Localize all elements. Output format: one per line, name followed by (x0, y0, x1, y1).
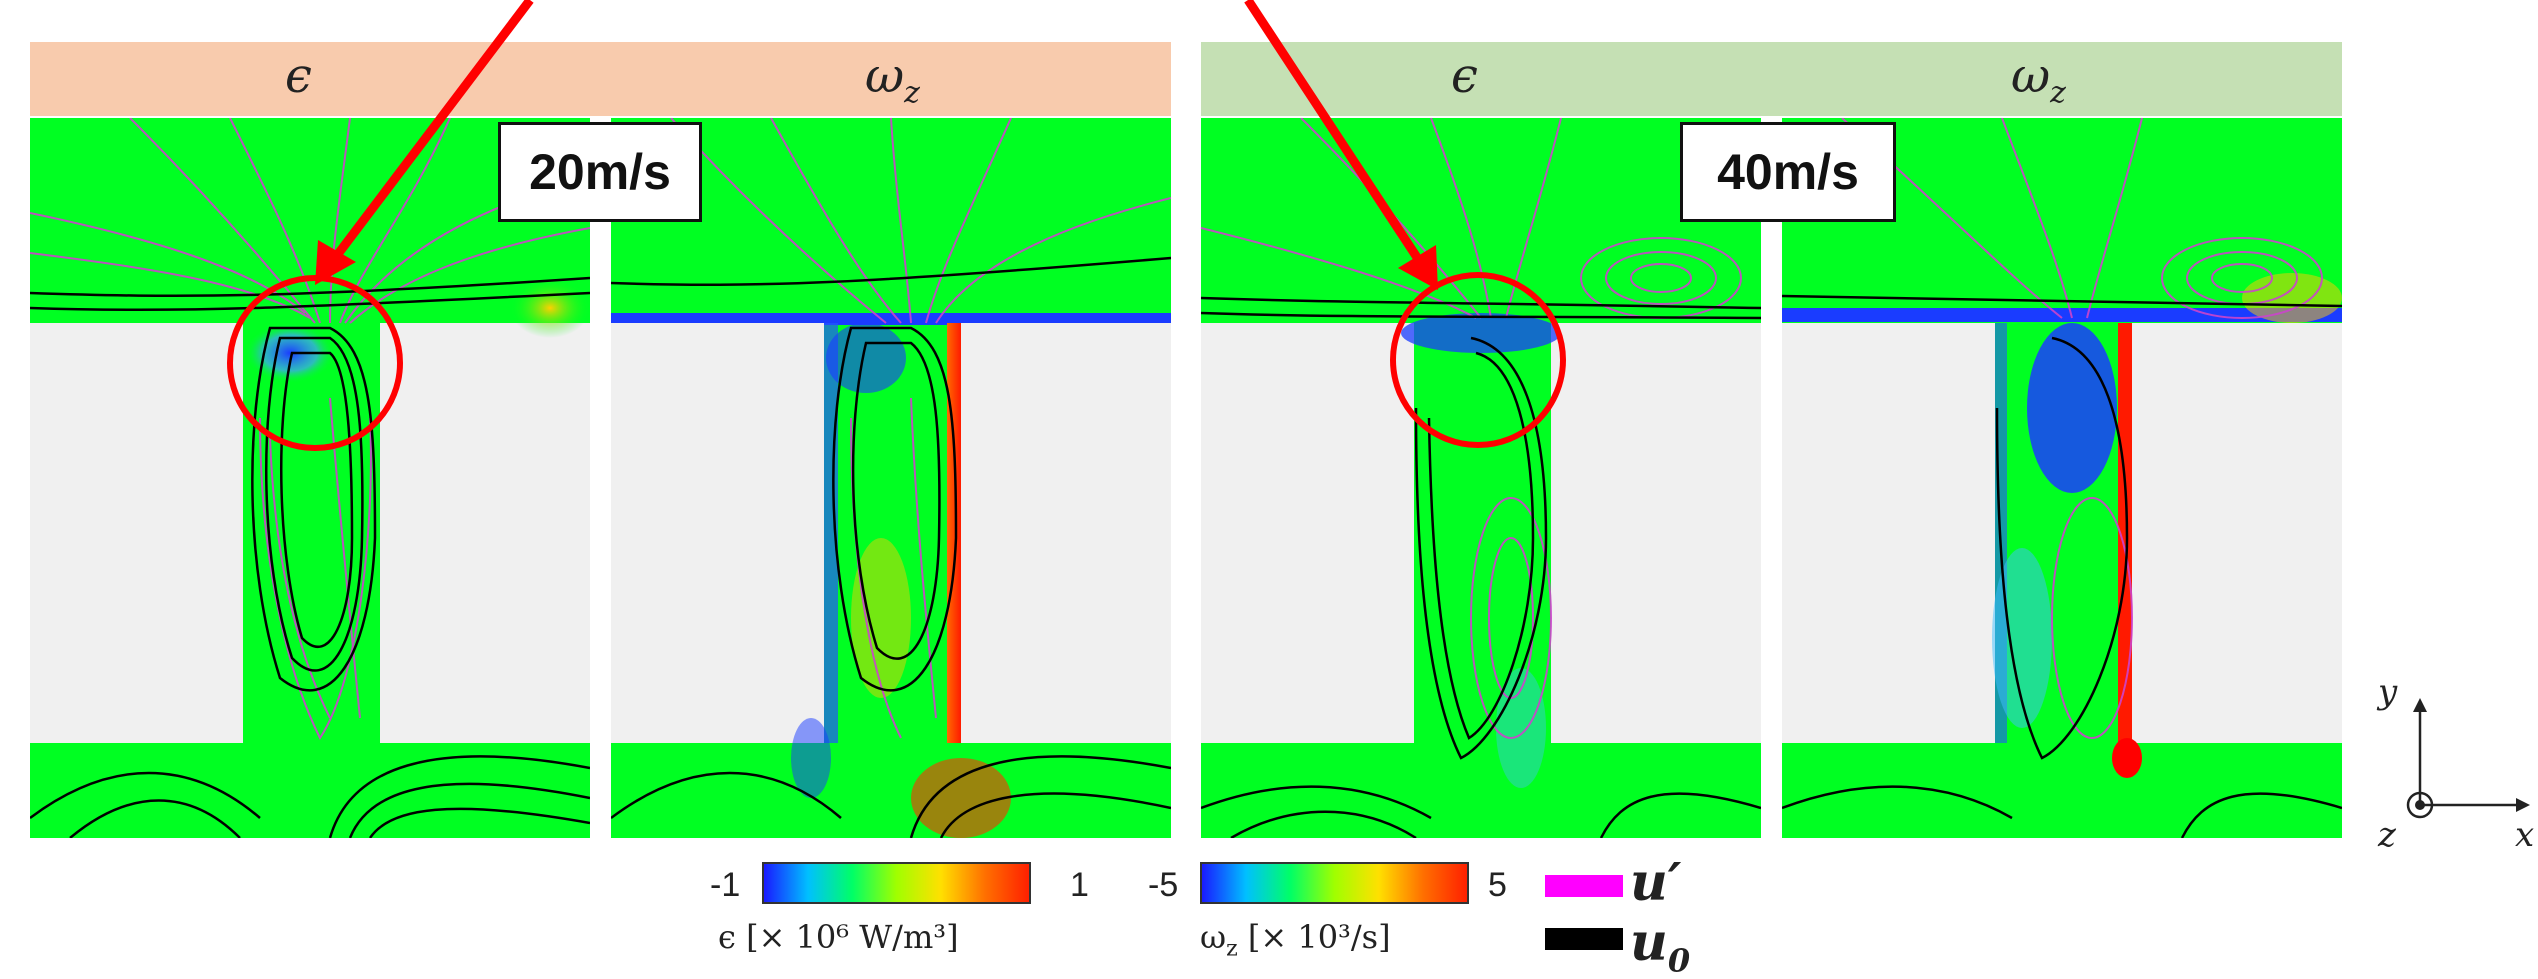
field-plot-eps-20ms (30, 118, 590, 838)
axis-label-y: y (2378, 672, 2398, 712)
axis-label-z: z (2378, 815, 2396, 855)
highlight-circle-40ms (1390, 272, 1566, 448)
highlight-arrow-20ms (315, 0, 534, 285)
panel-eps-20ms (30, 118, 590, 838)
colorbar-eps-max: 1 (1070, 866, 1089, 904)
colorbar-omega-label: ωz [× 10³/s] (1200, 918, 1391, 962)
colorbar-omega-max: 5 (1488, 866, 1507, 904)
highlight-arrow-40ms (1244, 0, 1438, 290)
header-bar-40ms: ϵ ωz (1201, 42, 2342, 116)
legend-label-mean: u0 (1630, 912, 1691, 979)
colorbar-omega (1200, 862, 1469, 904)
legend-swatch-perturbation (1545, 875, 1623, 897)
speed-label-40ms: 40m/s (1680, 122, 1896, 222)
annotation-overlay (227, 0, 1566, 451)
speed-label-20ms: 20m/s (498, 122, 702, 222)
header-omega-label-right: ωz (2011, 48, 2066, 111)
colorbar-eps-min: -1 (710, 866, 741, 904)
colorbar-eps (762, 862, 1031, 904)
header-eps-label-right: ϵ (1451, 48, 1478, 104)
legend-swatch-mean (1545, 928, 1623, 950)
colorbar-omega-min: -5 (1148, 866, 1179, 904)
axes-indicator (2406, 698, 2530, 819)
colorbar-eps-label: ϵ [× 10⁶ W/m³] (718, 918, 959, 956)
legend-label-perturbation: u′ (1630, 852, 1682, 913)
panel-omega-40ms (1782, 118, 2342, 838)
panel-omega-20ms (611, 118, 1171, 838)
header-bar-20ms: ϵ ωz (30, 42, 1171, 116)
header-omega-label-left: ωz (865, 48, 920, 111)
field-plot-eps-40ms (1201, 118, 1761, 838)
header-eps-label-left: ϵ (285, 48, 312, 104)
axis-label-x: x (2515, 815, 2535, 855)
highlight-circle-20ms (227, 275, 403, 451)
field-plot-omega-40ms (1782, 118, 2342, 838)
panel-eps-40ms (1201, 118, 1761, 838)
field-plot-omega-20ms (611, 118, 1171, 838)
